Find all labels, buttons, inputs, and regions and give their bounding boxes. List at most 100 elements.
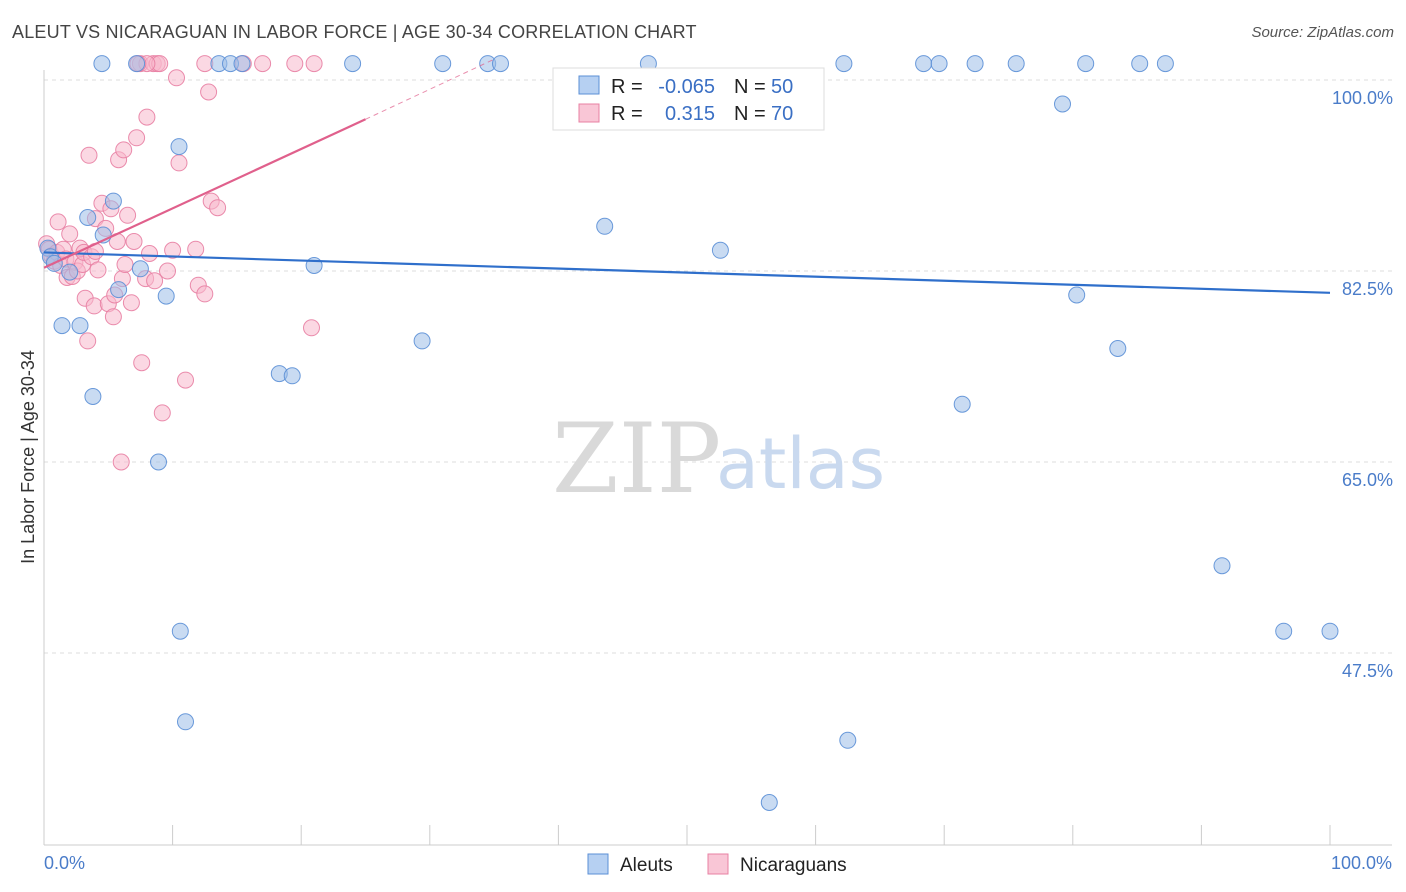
point-aleuts-12 (128, 55, 146, 73)
point-aleuts-39 (966, 55, 984, 73)
point-aleuts-9 (104, 192, 122, 210)
series-legend: Aleuts Nicaraguans (587, 853, 847, 876)
legend-swatch-aleuts (578, 75, 600, 95)
point-nicaraguans-48 (153, 404, 171, 422)
point-aleuts-46 (1156, 55, 1174, 73)
legend-r-label-aleuts: R = (611, 76, 643, 98)
series-legend-label-aleuts: Aleuts (620, 855, 673, 876)
point-nicaraguans-19 (80, 146, 98, 164)
point-aleuts-13 (131, 260, 149, 278)
point-nicaraguans-66 (303, 319, 320, 337)
y-tick-label-3: 47.5% (1342, 661, 1393, 681)
point-aleuts-26 (413, 332, 431, 350)
series-legend-swatch-nicaraguans (707, 853, 729, 875)
point-nicaraguans-49 (159, 262, 176, 280)
point-nicaraguans-50 (164, 241, 182, 259)
point-nicaraguans-36 (122, 294, 140, 312)
point-aleuts-29 (492, 55, 509, 73)
trend-line-extension-nicaraguans (365, 58, 495, 120)
point-nicaraguans-53 (177, 371, 194, 389)
point-aleuts-41 (1054, 95, 1071, 113)
point-nicaraguans-45 (146, 272, 164, 290)
x-tick-label-min: 0.0% (44, 853, 85, 873)
point-aleuts-14 (150, 453, 167, 471)
point-aleuts-43 (1077, 55, 1095, 73)
point-nicaraguans-10 (61, 225, 79, 243)
y-tick-label-0: 100.0% (1332, 88, 1393, 108)
point-nicaraguans-59 (209, 199, 227, 217)
legend-n-label-aleuts: N = (734, 76, 766, 98)
chart-title: ALEUT VS NICARAGUAN IN LABOR FORCE | AGE… (12, 22, 697, 42)
point-aleuts-49 (1321, 622, 1339, 640)
point-aleuts-18 (177, 713, 194, 731)
point-aleuts-34 (835, 55, 853, 73)
point-nicaraguans-33 (115, 141, 133, 159)
point-aleuts-35 (839, 731, 857, 749)
point-nicaraguans-65 (305, 55, 323, 73)
data-points (38, 55, 1339, 811)
point-aleuts-4 (61, 263, 79, 281)
gridlines (44, 79, 1392, 654)
legend-n-label-nicaraguans: N = (734, 103, 766, 125)
point-nicaraguans-23 (89, 261, 107, 279)
legend-r-value-nicaraguans: 0.315 (665, 103, 715, 125)
point-aleuts-32 (711, 241, 729, 259)
point-aleuts-10 (110, 281, 128, 299)
point-aleuts-30 (596, 217, 614, 235)
watermark-zip: ZIP (552, 403, 721, 515)
legend-swatch-nicaraguans (578, 103, 600, 123)
point-aleuts-3 (53, 317, 71, 335)
trend-lines (43, 58, 1331, 294)
watermark: ZIP atlas (552, 403, 885, 515)
legend-r-value-aleuts: -0.065 (658, 76, 715, 98)
stats-legend: R = -0.065 N = 50 R = 0.315 N = 70 (552, 67, 825, 131)
point-nicaraguans-64 (286, 55, 304, 73)
chart-source: Source: ZipAtlas.com (1251, 24, 1394, 41)
point-nicaraguans-43 (141, 245, 158, 262)
point-aleuts-6 (79, 209, 97, 226)
point-nicaraguans-35 (119, 206, 137, 224)
point-aleuts-48 (1275, 622, 1293, 640)
y-tick-labels: 100.0% 82.5% 65.0% 47.5% (1332, 88, 1393, 681)
point-aleuts-27 (434, 55, 452, 73)
point-nicaraguans-42 (138, 108, 156, 126)
point-aleuts-47 (1213, 557, 1231, 575)
point-aleuts-40 (1007, 55, 1025, 73)
point-nicaraguans-5 (49, 213, 67, 231)
point-nicaraguans-21 (85, 297, 103, 315)
point-aleuts-7 (84, 388, 102, 405)
point-nicaraguans-34 (116, 256, 134, 273)
point-aleuts-11 (93, 55, 111, 73)
point-aleuts-15 (157, 287, 175, 305)
point-aleuts-37 (930, 55, 948, 73)
point-nicaraguans-54 (187, 240, 205, 258)
legend-n-value-nicaraguans: 70 (771, 103, 793, 125)
point-nicaraguans-60 (112, 453, 130, 471)
point-aleuts-44 (1109, 340, 1127, 357)
point-aleuts-33 (760, 794, 778, 811)
point-aleuts-21 (233, 55, 251, 73)
point-nicaraguans-56 (196, 285, 214, 303)
point-nicaraguans-28 (104, 308, 122, 326)
y-axis-title: In Labor Force | Age 30-34 (18, 350, 38, 564)
axes (43, 70, 1392, 846)
point-nicaraguans-37 (125, 233, 143, 250)
point-aleuts-38 (953, 395, 971, 413)
x-tick-label-max: 100.0% (1331, 853, 1392, 873)
trend-line-nicaraguans (43, 118, 366, 269)
series-legend-swatch-aleuts (587, 853, 609, 875)
point-aleuts-25 (344, 55, 362, 73)
point-nicaraguans-52 (170, 154, 188, 172)
point-nicaraguans-63 (254, 55, 272, 73)
point-aleuts-23 (283, 367, 301, 385)
legend-n-value-aleuts: 50 (771, 76, 793, 98)
series-legend-label-nicaraguans: Nicaraguans (740, 855, 847, 876)
point-aleuts-45 (1131, 55, 1149, 73)
watermark-atlas: atlas (716, 423, 885, 505)
point-nicaraguans-51 (168, 69, 185, 87)
point-aleuts-5 (71, 317, 89, 335)
point-nicaraguans-38 (128, 129, 146, 147)
legend-r-label-nicaraguans: R = (611, 103, 643, 125)
y-tick-label-1: 82.5% (1342, 279, 1393, 299)
